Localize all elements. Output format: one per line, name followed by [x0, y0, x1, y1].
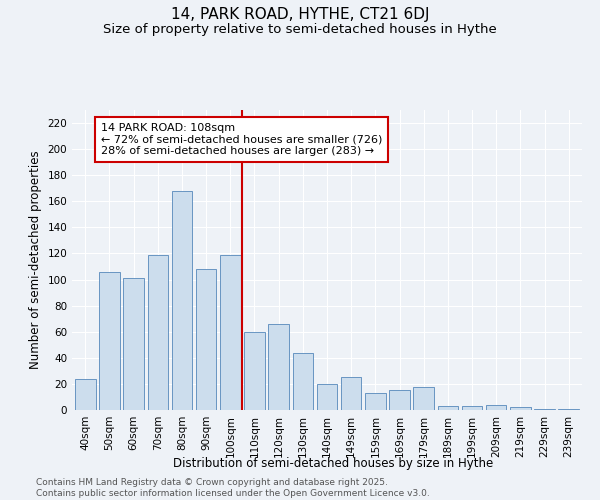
Bar: [559, 408, 579, 410]
Text: 14 PARK ROAD: 108sqm
← 72% of semi-detached houses are smaller (726)
28% of semi: 14 PARK ROAD: 108sqm ← 72% of semi-detac…: [101, 123, 382, 156]
Bar: [148, 255, 168, 410]
Bar: [341, 378, 361, 410]
Bar: [268, 324, 289, 410]
Bar: [196, 269, 217, 410]
Bar: [124, 278, 144, 410]
Bar: [220, 255, 241, 410]
Bar: [293, 352, 313, 410]
Bar: [389, 390, 410, 410]
Bar: [462, 406, 482, 410]
Bar: [75, 378, 95, 410]
Y-axis label: Number of semi-detached properties: Number of semi-detached properties: [29, 150, 42, 370]
Bar: [172, 191, 192, 410]
Bar: [486, 405, 506, 410]
Bar: [413, 386, 434, 410]
Bar: [365, 393, 386, 410]
Bar: [437, 406, 458, 410]
Text: Distribution of semi-detached houses by size in Hythe: Distribution of semi-detached houses by …: [173, 458, 493, 470]
Text: Contains HM Land Registry data © Crown copyright and database right 2025.
Contai: Contains HM Land Registry data © Crown c…: [36, 478, 430, 498]
Bar: [244, 332, 265, 410]
Bar: [510, 408, 530, 410]
Text: Size of property relative to semi-detached houses in Hythe: Size of property relative to semi-detach…: [103, 22, 497, 36]
Bar: [534, 408, 555, 410]
Text: 14, PARK ROAD, HYTHE, CT21 6DJ: 14, PARK ROAD, HYTHE, CT21 6DJ: [171, 8, 429, 22]
Bar: [317, 384, 337, 410]
Bar: [99, 272, 120, 410]
